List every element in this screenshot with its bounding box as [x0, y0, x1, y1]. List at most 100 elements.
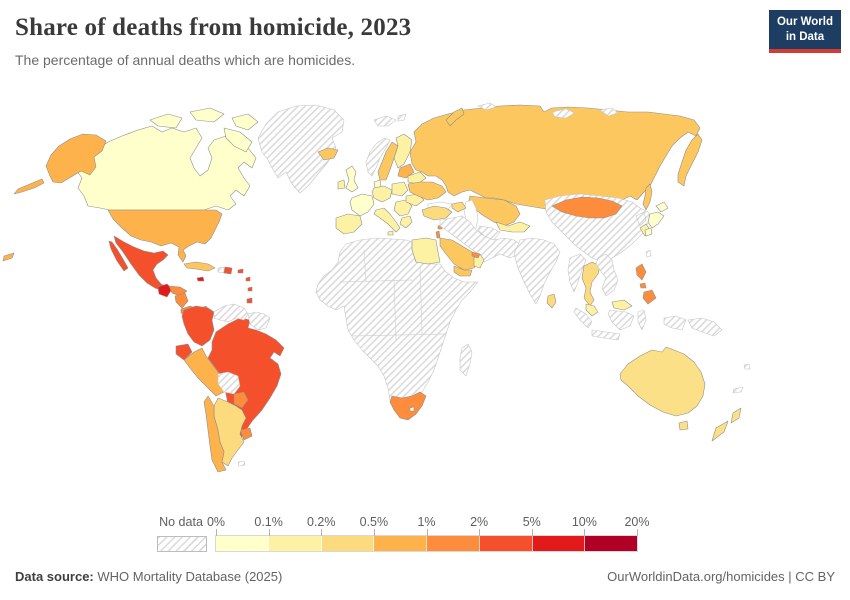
- country-canada-arctic-2[interactable]: [189, 107, 225, 123]
- country-new-zealand-south[interactable]: [711, 420, 729, 442]
- country-philippines-luzon[interactable]: [635, 263, 647, 281]
- country-canada-baffin[interactable]: [223, 127, 253, 153]
- country-uae[interactable]: [471, 251, 481, 259]
- country-indonesia-java[interactable]: [591, 329, 621, 341]
- country-lesser-antilles-2[interactable]: [247, 286, 253, 292]
- country-usa-hawaii[interactable]: [2, 252, 15, 262]
- country-norway[interactable]: [365, 137, 391, 177]
- legend-bin[interactable]: [532, 536, 586, 551]
- country-ireland[interactable]: [337, 179, 346, 190]
- pacific-islands-2[interactable]: [732, 386, 744, 394]
- legend-bin[interactable]: [268, 536, 322, 551]
- country-usa-mainland[interactable]: [107, 209, 223, 263]
- country-svalbard-2[interactable]: [397, 113, 407, 122]
- country-philippines-mindanao[interactable]: [642, 289, 657, 305]
- country-cuba[interactable]: [183, 261, 216, 272]
- country-australia-tasmania[interactable]: [678, 420, 689, 431]
- country-venezuela[interactable]: [213, 303, 249, 323]
- country-egypt[interactable]: [411, 237, 441, 265]
- legend-bin[interactable]: [427, 536, 480, 551]
- country-russia-sakhalin[interactable]: [642, 183, 653, 211]
- country-madagascar[interactable]: [459, 343, 473, 377]
- country-haiti[interactable]: [217, 266, 225, 274]
- country-central-asia[interactable]: [495, 221, 531, 233]
- country-israel[interactable]: [435, 230, 441, 239]
- legend-no-data-swatch[interactable]: [157, 536, 207, 552]
- region-africa-nodata[interactable]: [315, 237, 479, 415]
- country-italy-sicily[interactable]: [387, 230, 394, 236]
- country-france[interactable]: [349, 193, 375, 217]
- country-lesotho[interactable]: [409, 406, 415, 412]
- country-svalbard[interactable]: [373, 115, 397, 127]
- country-falklands[interactable]: [237, 460, 246, 467]
- country-canada-arctic-1[interactable]: [149, 113, 183, 129]
- country-indonesia-papua[interactable]: [663, 315, 687, 331]
- country-greece[interactable]: [399, 215, 413, 229]
- country-poland[interactable]: [391, 181, 409, 197]
- country-russia[interactable]: [409, 104, 701, 211]
- country-trinidad[interactable]: [246, 297, 253, 304]
- country-turkey[interactable]: [421, 205, 453, 221]
- country-guatemala[interactable]: [157, 283, 173, 298]
- legend-bin[interactable]: [321, 536, 375, 551]
- country-germany-central-europe[interactable]: [371, 185, 393, 203]
- country-india[interactable]: [513, 237, 561, 305]
- country-ukraine[interactable]: [407, 181, 447, 201]
- country-caucasus[interactable]: [451, 201, 467, 213]
- country-greenland[interactable]: [257, 104, 345, 194]
- country-lesser-antilles-1[interactable]: [245, 276, 251, 282]
- country-new-zealand-north[interactable]: [730, 407, 742, 424]
- region-middle-east-nodata[interactable]: [439, 215, 523, 263]
- country-mongolia[interactable]: [551, 196, 623, 219]
- arctic-islands-1[interactable]: [551, 108, 576, 119]
- country-philippines-visayas[interactable]: [639, 282, 647, 289]
- country-usa-aleutians[interactable]: [13, 178, 45, 195]
- country-baltic-states[interactable]: [397, 163, 415, 179]
- country-papua-new-guinea[interactable]: [687, 317, 723, 337]
- country-paraguay[interactable]: [233, 391, 249, 409]
- country-dominican-republic[interactable]: [223, 266, 233, 275]
- country-indonesia-sulawesi[interactable]: [637, 309, 647, 331]
- country-united-kingdom[interactable]: [345, 165, 359, 193]
- country-malaysia-borneo[interactable]: [611, 299, 633, 311]
- legend-bin[interactable]: [374, 536, 427, 551]
- country-thailand[interactable]: [581, 261, 601, 307]
- legend-bin[interactable]: [479, 536, 533, 551]
- country-canada-arctic-3[interactable]: [231, 113, 259, 131]
- country-mexico[interactable]: [113, 235, 169, 292]
- country-nicaragua[interactable]: [174, 292, 189, 309]
- country-indonesia-borneo[interactable]: [607, 309, 635, 331]
- country-bolivia[interactable]: [217, 371, 241, 395]
- country-south-africa[interactable]: [389, 391, 427, 421]
- country-jamaica[interactable]: [196, 276, 205, 282]
- legend-bin[interactable]: [216, 536, 269, 551]
- country-malaysia-peninsula[interactable]: [585, 303, 599, 317]
- country-chile[interactable]: [203, 395, 227, 473]
- country-myanmar[interactable]: [567, 253, 587, 293]
- owid-logo[interactable]: Our World in Data: [768, 10, 841, 53]
- country-australia[interactable]: [619, 346, 706, 417]
- country-japan-kyushu[interactable]: [644, 227, 653, 237]
- arctic-islands-3[interactable]: [477, 102, 497, 111]
- footer-attribution-link[interactable]: OurWorldinData.org/homicides | CC BY: [607, 569, 835, 584]
- country-ecuador[interactable]: [175, 343, 193, 361]
- country-usa-alaska[interactable]: [45, 133, 107, 184]
- pacific-islands-1[interactable]: [743, 363, 751, 370]
- country-japan-honshu[interactable]: [647, 211, 665, 229]
- country-belarus[interactable]: [407, 171, 427, 185]
- country-mexico-baja[interactable]: [108, 240, 129, 272]
- country-north-korea[interactable]: [635, 211, 647, 227]
- country-yemen[interactable]: [453, 265, 473, 277]
- country-russia-novaya-zemlya[interactable]: [445, 107, 465, 127]
- country-indonesia-sumatra[interactable]: [573, 307, 593, 329]
- country-saudi-arabia[interactable]: [439, 237, 479, 271]
- country-iceland[interactable]: [317, 147, 339, 161]
- country-spain-portugal[interactable]: [335, 213, 363, 235]
- country-finland[interactable]: [393, 133, 413, 169]
- country-sri-lanka[interactable]: [546, 293, 557, 309]
- country-canada[interactable]: [75, 125, 257, 211]
- country-taiwan[interactable]: [645, 249, 652, 258]
- country-colombia[interactable]: [181, 305, 215, 347]
- legend-bin[interactable]: [585, 536, 637, 551]
- country-japan-hokkaido[interactable]: [655, 201, 669, 213]
